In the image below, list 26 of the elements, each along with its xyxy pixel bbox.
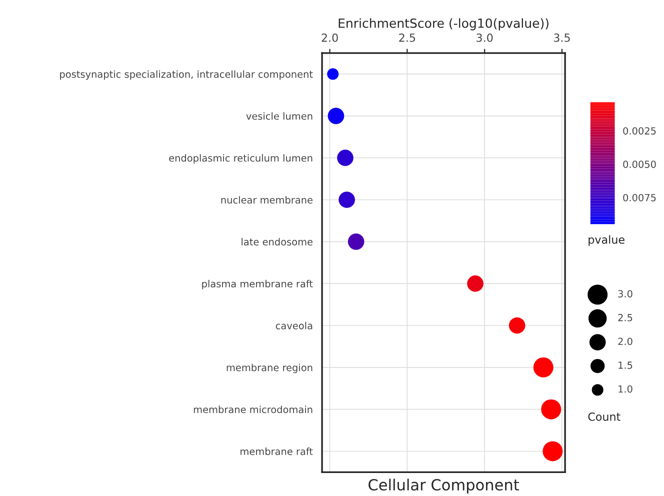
x-tick-label: 3.5 — [554, 33, 570, 42]
color-bar-label: 0.0075 — [623, 194, 656, 202]
legend-label: 2.5 — [618, 314, 632, 322]
x-axis-title: EnrichmentScore (-log10(pvalue)) — [338, 18, 548, 30]
legend-label: 1.5 — [618, 362, 632, 369]
text: Cellular Component — [368, 478, 520, 494]
legend-label: 3.0 — [618, 290, 632, 298]
x-tick-label: 2.5 — [399, 33, 416, 42]
x-tick-label: 3.0 — [476, 33, 493, 42]
y-tick-label: nuclear membrane — [221, 196, 312, 204]
y-tick-label: endoplasmic reticulum lumen — [169, 154, 312, 164]
legend-title: Count — [588, 412, 620, 421]
y-tick-label: vesicle lumen — [246, 112, 312, 120]
color-bar-label: 0.0025 — [623, 127, 656, 135]
legend-label: 1.0 — [618, 385, 632, 393]
y-tick-label: late endosome — [242, 238, 312, 246]
y-tick-label: membrane microdomain — [194, 406, 312, 414]
y-tick-label: membrane region — [226, 364, 312, 374]
y-tick-label: caveola — [276, 322, 312, 330]
y-tick-label: postsynaptic specialization, intracellular component — [60, 70, 313, 80]
y-tick-label: membrane raft — [240, 448, 313, 456]
color-bar-title: pvalue — [588, 235, 624, 246]
y-tick-label: plasma membrane raft — [202, 280, 313, 290]
legend-label: 2.0 — [618, 338, 632, 346]
x-tick-label: 2.0 — [322, 33, 338, 42]
color-bar-label: 0.0050 — [623, 160, 656, 168]
